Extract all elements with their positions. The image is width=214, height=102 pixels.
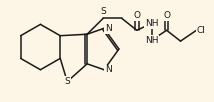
Text: NH: NH — [145, 19, 158, 28]
Text: Cl: Cl — [196, 26, 205, 35]
Text: O: O — [133, 11, 140, 20]
Text: S: S — [64, 77, 70, 86]
Text: NH: NH — [145, 36, 158, 45]
Text: N: N — [105, 24, 112, 33]
Text: S: S — [100, 7, 106, 17]
Text: O: O — [163, 11, 170, 20]
Text: N: N — [105, 65, 112, 74]
